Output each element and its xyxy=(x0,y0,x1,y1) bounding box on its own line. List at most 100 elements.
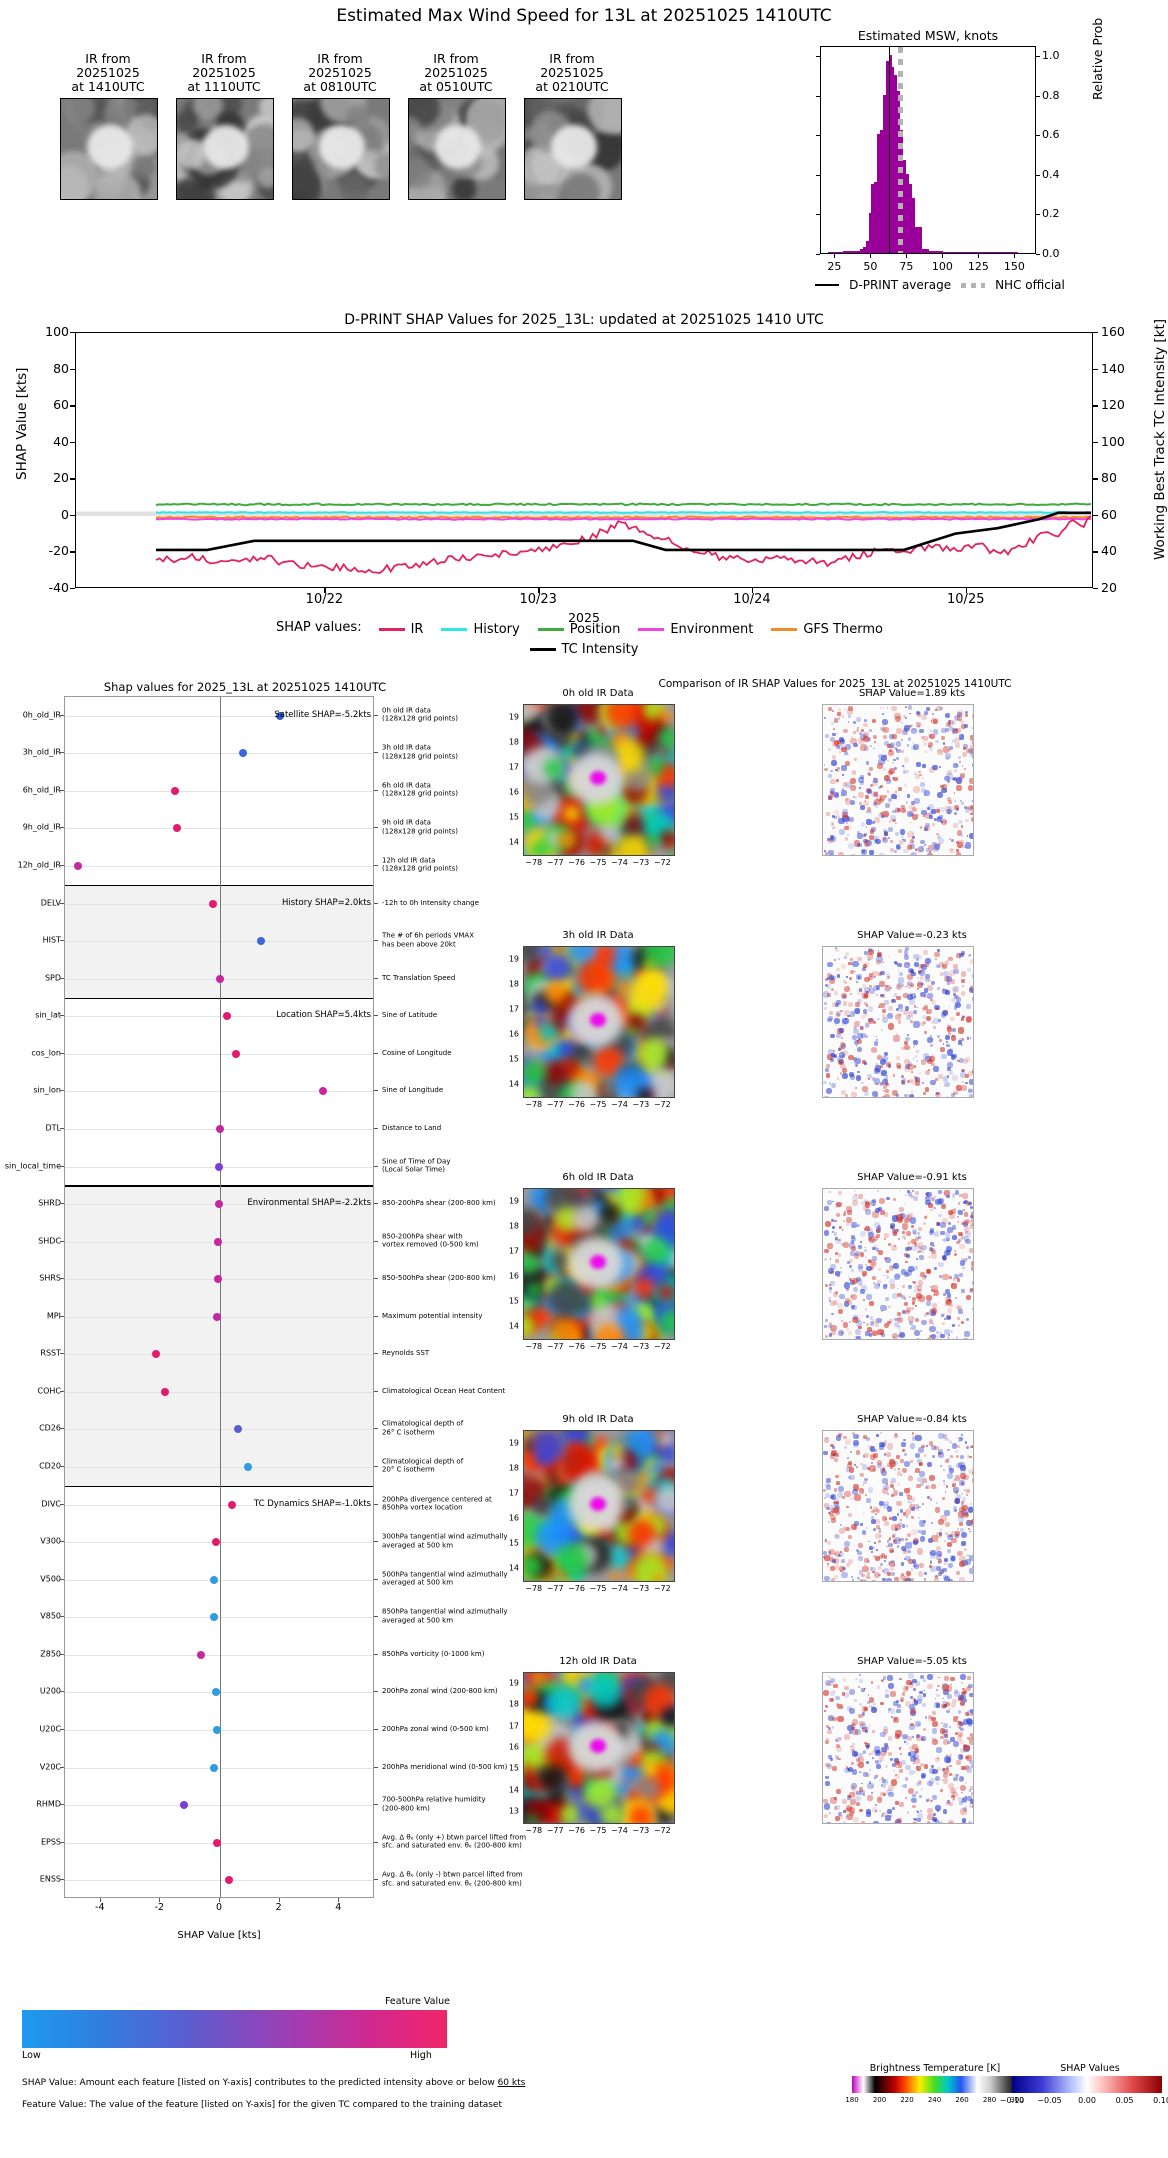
shap-noise-pixel xyxy=(953,791,956,794)
shap-noise-pixel xyxy=(898,1012,903,1017)
shap-noise-pixel xyxy=(912,806,918,812)
shap-noise-pixel xyxy=(956,1786,959,1789)
shap-noise-pixel xyxy=(925,1300,931,1306)
zero-band xyxy=(76,511,1091,516)
shap-noise-pixel xyxy=(883,1729,888,1734)
shap-noise-pixel xyxy=(930,1012,938,1019)
shap-noise-pixel xyxy=(836,1012,841,1017)
shap-noise-pixel xyxy=(944,1081,950,1088)
shap-noise-pixel xyxy=(837,1569,840,1573)
ir-pixel-blob xyxy=(633,1277,655,1298)
estimated-msw-histogram xyxy=(820,46,1036,254)
shap-noise-pixel xyxy=(965,760,969,765)
shap-noise-pixel xyxy=(925,1076,928,1080)
right-tickmark xyxy=(1093,478,1098,480)
shap-noise-pixel xyxy=(831,709,834,712)
shap-noise-pixel xyxy=(848,1321,851,1324)
shap-noise-pixel xyxy=(940,966,945,971)
shap-noise-pixel xyxy=(859,998,865,1005)
shap-noise-pixel xyxy=(860,1289,865,1294)
shap-noise-pixel xyxy=(823,991,830,998)
shap-noise-pixel xyxy=(842,1083,845,1085)
x-tickmark xyxy=(751,588,754,593)
shap-noise-pixel xyxy=(884,774,891,782)
shap-noise-pixel xyxy=(951,997,955,1002)
shap-noise-pixel xyxy=(972,989,973,994)
shap-noise-pixel xyxy=(942,1255,948,1261)
shap-noise-pixel xyxy=(879,1082,883,1085)
ir-map-x-tick-4-6: −72 xyxy=(653,1826,671,1835)
cloud-blob xyxy=(339,172,370,199)
shap-noise-pixel xyxy=(965,1559,971,1565)
shap-noise-pixel xyxy=(860,1015,865,1020)
shap-noise-pixel xyxy=(881,795,887,801)
ir-pixel-blob xyxy=(555,772,566,783)
shap-noise-pixel xyxy=(954,742,961,748)
shap-noise-pixel xyxy=(849,1446,852,1449)
shap-noise-pixel xyxy=(947,957,953,963)
shap-noise-pixel xyxy=(903,1302,908,1306)
shap-noise-pixel xyxy=(959,1467,966,1474)
y-tickmark-right xyxy=(1036,95,1040,97)
shap-noise-pixel xyxy=(886,706,889,709)
shap-noise-pixel xyxy=(848,961,852,966)
shap-noise-pixel xyxy=(969,1798,973,1804)
shap-noise-pixel xyxy=(959,1037,963,1042)
shap-noise-pixel xyxy=(852,1200,859,1207)
shap-noise-pixel xyxy=(878,812,883,818)
shap-noise-pixel xyxy=(881,1784,884,1787)
shap-noise-pixel xyxy=(860,1201,865,1205)
shap-noise-pixel xyxy=(825,733,830,738)
shap-feature-desc-SHRS: 850-500hPa shear (200-800 km) xyxy=(382,1274,496,1283)
timeseries-left-tick-label: 20 xyxy=(53,470,69,486)
shap-noise-pixel xyxy=(972,1010,973,1017)
shap-noise-pixel xyxy=(846,833,850,836)
shap-noise-pixel xyxy=(893,1270,896,1273)
ir-pixel-blob xyxy=(628,1805,653,1823)
shap-dot-SHRS xyxy=(213,1275,222,1284)
shap-noise-pixel xyxy=(885,768,890,773)
shap-noise-pixel xyxy=(925,964,929,968)
shap-noise-pixel xyxy=(954,1296,957,1299)
timeseries-left-tick-label: 60 xyxy=(53,397,69,413)
shap-noise-pixel xyxy=(910,1078,918,1086)
shap-y-tickmark-right xyxy=(374,1240,378,1242)
shap-noise-pixel xyxy=(897,1020,902,1024)
shap-noise-pixel xyxy=(922,1693,927,1697)
shap-noise-pixel xyxy=(828,1082,832,1085)
shap-noise-pixel xyxy=(827,838,831,842)
shap-noise-pixel xyxy=(838,743,842,747)
shap-noise-pixel xyxy=(945,1194,950,1199)
shap-noise-pixel xyxy=(848,1476,851,1479)
shap-noise-pixel xyxy=(919,991,926,998)
ir-pixel-blob xyxy=(550,1575,561,1581)
shap-y-tickmark-right xyxy=(374,1728,378,1730)
shap-noise-pixel xyxy=(956,1337,959,1339)
shap-noise-pixel xyxy=(882,712,885,716)
shap-noise-pixel xyxy=(908,1095,911,1097)
ir-pixel-blob xyxy=(628,808,641,820)
shap-noise-pixel xyxy=(891,776,894,779)
shap-dot-EPSS xyxy=(213,1838,222,1847)
shap-feature-label-V500: V500 xyxy=(40,1574,61,1584)
shap-noise-pixel xyxy=(863,949,866,952)
shap-noise-pixel xyxy=(872,1203,875,1206)
shap-noise-pixel xyxy=(905,706,908,709)
shap-noise-pixel xyxy=(850,735,854,739)
shap-noise-pixel xyxy=(848,1794,852,1798)
shap-noise-pixel xyxy=(878,972,882,976)
histogram-bar-80 xyxy=(914,227,922,253)
x-tickmark xyxy=(324,588,326,593)
timeseries-right-tick-label: 60 xyxy=(1101,506,1117,522)
shap-noise-pixel xyxy=(905,1254,910,1258)
shap-noise-pixel xyxy=(953,964,958,969)
shap-noise-pixel xyxy=(829,1289,833,1294)
ir-pixel-blob xyxy=(524,1059,547,1085)
shap-noise-pixel xyxy=(838,737,845,743)
shap-noise-pixel xyxy=(879,726,884,731)
shap-noise-pixel xyxy=(867,810,872,815)
shap-noise-pixel xyxy=(971,1266,973,1272)
shap-noise-pixel xyxy=(921,1081,925,1085)
shap-noise-pixel xyxy=(880,1096,886,1097)
shap-feature-label-V300: V300 xyxy=(40,1536,61,1546)
